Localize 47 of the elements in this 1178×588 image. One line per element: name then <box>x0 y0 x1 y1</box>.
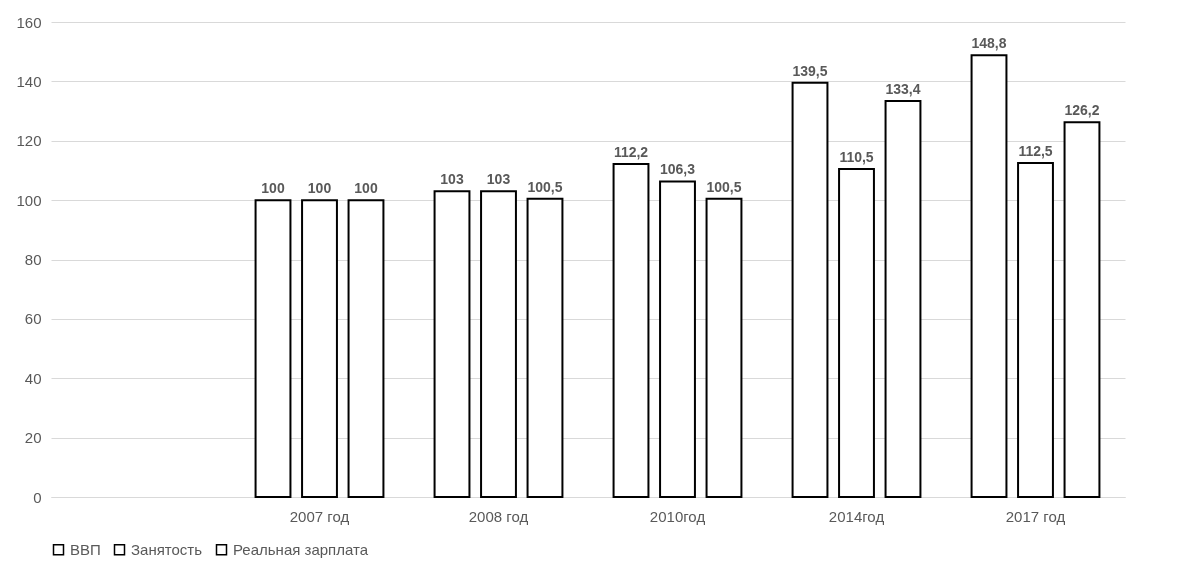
y-tick-label: 80 <box>24 251 42 268</box>
data-label: 126,2 <box>1064 102 1100 119</box>
y-tick-label: 40 <box>24 369 42 387</box>
bar <box>480 190 517 498</box>
x-tick-label: 2017 год <box>1005 507 1066 525</box>
data-label: 100 <box>307 180 332 197</box>
x-tick-label: 2007 год <box>289 507 350 525</box>
y-tick-label: 100 <box>16 191 42 209</box>
data-label: 110,5 <box>839 148 874 165</box>
y-tick-label: 120 <box>16 132 42 150</box>
bar <box>1017 162 1054 498</box>
x-tick-label: 2010год <box>649 507 706 525</box>
data-label: 133,4 <box>885 80 921 97</box>
legend-label: Реальная зарплата <box>233 540 369 558</box>
x-tick-label: 2008 год <box>468 507 529 525</box>
legend-label: Занятость <box>131 540 203 558</box>
bar <box>1063 121 1101 498</box>
x-tick-label: 2014год <box>828 507 885 525</box>
bar <box>612 162 650 498</box>
y-tick-label: 20 <box>24 429 42 447</box>
y-tick-label: 160 <box>16 13 42 31</box>
bar <box>659 180 696 498</box>
data-label: 100 <box>261 180 285 197</box>
y-tick-label: 60 <box>24 310 42 328</box>
bar <box>970 54 1008 498</box>
data-label: 106,3 <box>659 161 696 178</box>
data-label: 112,2 <box>613 143 649 160</box>
legend-label: ВВП <box>70 540 101 558</box>
data-label: 103 <box>440 171 464 188</box>
bar <box>347 199 385 498</box>
bar <box>254 199 292 498</box>
bar <box>433 190 471 498</box>
bar <box>884 99 922 498</box>
bar <box>526 197 564 498</box>
data-label: 148,8 <box>971 35 1007 52</box>
data-label: 112,5 <box>1018 143 1053 160</box>
bar <box>791 81 829 498</box>
data-label: 100,5 <box>527 178 563 195</box>
bar <box>838 167 875 498</box>
y-tick-label: 0 <box>33 488 42 506</box>
data-label: 103 <box>486 171 511 188</box>
y-tick-label: 140 <box>16 72 42 90</box>
data-label: 100 <box>354 180 378 197</box>
data-label: 139,5 <box>792 62 828 79</box>
bar <box>301 199 338 498</box>
data-label: 100,5 <box>706 178 742 195</box>
bar <box>705 197 743 498</box>
